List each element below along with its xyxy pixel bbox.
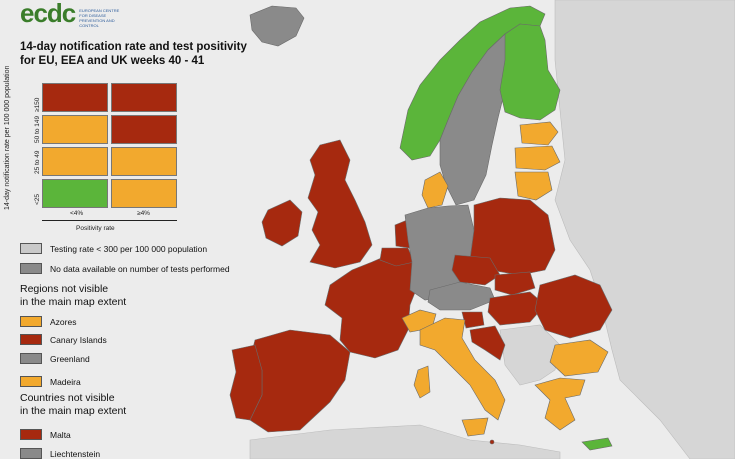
legend-label: No data available on number of tests per… bbox=[50, 263, 230, 274]
region-lithuania bbox=[514, 171, 553, 201]
legend-item: Testing rate < 300 per 100 000 populatio… bbox=[20, 243, 207, 254]
region-sardinia bbox=[413, 365, 431, 399]
region-cyprus bbox=[581, 437, 613, 451]
matrix-cell-r1-c0 bbox=[42, 115, 108, 144]
region-portugal bbox=[229, 344, 263, 421]
region-hungary bbox=[487, 291, 546, 326]
matrix-cell-r0-c1 bbox=[111, 83, 177, 112]
matrix-row-label: 25 to 49 bbox=[34, 150, 41, 175]
legend-swatch bbox=[20, 353, 42, 364]
countries-section-title: Countries not visible in the main map ext… bbox=[20, 392, 220, 418]
matrix-col-label-high: ≥4% bbox=[137, 210, 150, 217]
matrix-row-label: <25 bbox=[34, 193, 41, 205]
region-uk bbox=[307, 139, 373, 269]
legend-item: Azores bbox=[20, 316, 76, 327]
matrix-cell-r3-c1 bbox=[111, 179, 177, 208]
region-iceland bbox=[249, 5, 305, 47]
region-denmark bbox=[421, 171, 449, 209]
legend-item: Canary Islands bbox=[20, 334, 107, 345]
legend-swatch bbox=[20, 243, 42, 254]
legend-swatch bbox=[20, 334, 42, 345]
legend-item: No data available on number of tests per… bbox=[20, 263, 230, 274]
regions-section-title-line2: in the main map extent bbox=[20, 296, 127, 308]
region-romania bbox=[534, 274, 613, 339]
region-latvia bbox=[514, 145, 561, 171]
legend-label: Greenland bbox=[50, 353, 90, 364]
region-sicily bbox=[461, 417, 489, 437]
region-spain bbox=[249, 329, 351, 433]
region-france bbox=[324, 251, 419, 359]
region-finland bbox=[499, 23, 561, 121]
regions-section-title-line1: Regions not visible bbox=[20, 283, 109, 295]
legend-item: Greenland bbox=[20, 353, 90, 364]
region-bulgaria bbox=[549, 339, 609, 377]
matrix-cell-r1-c1 bbox=[111, 115, 177, 144]
matrix-x-axis bbox=[42, 220, 177, 221]
ecdc-logo: ecdc EUROPEAN CENTRE FOR DISEASE PREVENT… bbox=[20, 0, 125, 28]
region-poland bbox=[469, 197, 556, 276]
matrix-col-label-low: <4% bbox=[70, 210, 84, 217]
legend-matrix bbox=[42, 83, 177, 208]
legend-item: Madeira bbox=[20, 376, 81, 387]
legend-swatch bbox=[20, 316, 42, 327]
regions-section-title: Regions not visible in the main map exten… bbox=[20, 283, 220, 309]
non-eu-balkans bbox=[499, 324, 561, 386]
matrix-cell-r0-c0 bbox=[42, 83, 108, 112]
ecdc-logo-subtitle: EUROPEAN CENTRE FOR DISEASE PREVENTION A… bbox=[79, 8, 120, 28]
matrix-cell-r3-c0 bbox=[42, 179, 108, 208]
region-slovakia bbox=[494, 271, 536, 296]
region-czechia bbox=[451, 254, 501, 286]
legend-item: Liechtenstein bbox=[20, 448, 100, 459]
region-greece bbox=[534, 377, 586, 431]
region-estonia bbox=[519, 121, 559, 146]
matrix-cell-r2-c0 bbox=[42, 147, 108, 176]
map-title-line1: 14-day notification rate and test positi… bbox=[20, 41, 247, 53]
legend-swatch bbox=[20, 448, 42, 459]
region-italy bbox=[419, 317, 506, 421]
north-africa bbox=[249, 424, 561, 459]
legend-label: Liechtenstein bbox=[50, 448, 101, 459]
legend-label: Canary Islands bbox=[50, 334, 107, 345]
legend-item: Malta bbox=[20, 429, 71, 440]
legend-swatch bbox=[20, 263, 42, 274]
matrix-row-label: ≥150 bbox=[34, 97, 41, 112]
region-belgium bbox=[379, 247, 415, 267]
matrix-y-axis-label: 14-day notification rate per 100 000 pop… bbox=[4, 65, 11, 210]
legend-label: Madeira bbox=[50, 376, 81, 387]
ecdc-logo-icon: ecdc bbox=[20, 0, 76, 28]
map-title-line2: for EU, EEA and UK weeks 40 - 41 bbox=[20, 55, 205, 67]
matrix-x-axis-label: Positivity rate bbox=[76, 225, 115, 232]
region-malta bbox=[489, 439, 495, 445]
legend-swatch bbox=[20, 376, 42, 387]
region-sweden bbox=[439, 33, 511, 206]
legend-label: Azores bbox=[50, 316, 77, 327]
region-ireland bbox=[261, 199, 303, 247]
countries-section-title-line1: Countries not visible bbox=[20, 392, 115, 404]
legend-swatch bbox=[20, 429, 42, 440]
non-eu-land bbox=[554, 0, 735, 459]
matrix-row-label: 50 to 149 bbox=[34, 115, 41, 143]
region-austria bbox=[427, 281, 496, 311]
region-croatia bbox=[469, 325, 506, 361]
countries-section-title-line2: in the main map extent bbox=[20, 405, 127, 417]
matrix-cell-r2-c1 bbox=[111, 147, 177, 176]
map-title: 14-day notification rate and test positi… bbox=[20, 40, 320, 68]
legend-label: Testing rate < 300 per 100 000 populatio… bbox=[50, 243, 208, 254]
legend-label: Malta bbox=[50, 429, 71, 440]
